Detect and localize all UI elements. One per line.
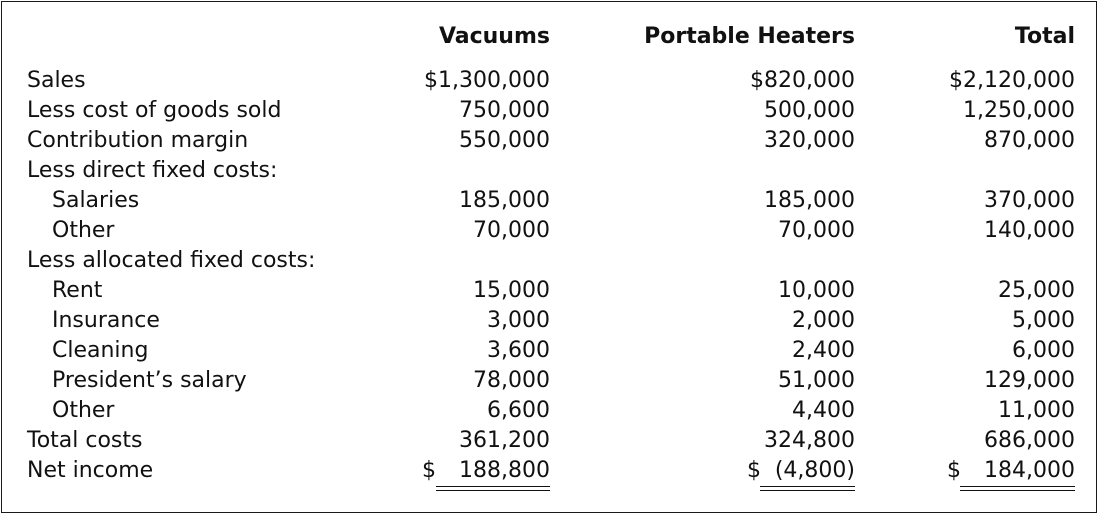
header-vacuums: Vacuums [438, 24, 550, 49]
rent-heaters: 10,000 [778, 278, 855, 303]
cleaning-total: 6,000 [1012, 338, 1075, 363]
row-label-net-income: Net income [27, 458, 154, 483]
cm-heaters: 320,000 [764, 128, 855, 153]
rent-vacuums: 15,000 [473, 278, 550, 303]
other-allocated-total: 11,000 [998, 398, 1075, 423]
row-label-cleaning: Cleaning [52, 338, 149, 363]
cogs-vacuums: 750,000 [459, 98, 550, 123]
row-label-contribution-margin: Contribution margin [27, 128, 249, 153]
row-label-sales: Sales [27, 68, 86, 93]
net-income-currency-vacuums: $ [422, 458, 436, 483]
presidents-salary-vacuums: 78,000 [473, 368, 550, 393]
other-allocated-vacuums: 6,600 [487, 398, 550, 423]
other-direct-vacuums: 70,000 [473, 218, 550, 243]
total-costs-total: 686,000 [984, 428, 1075, 453]
salaries-vacuums: 185,000 [459, 188, 550, 213]
sales-heaters: $820,000 [750, 68, 855, 93]
insurance-vacuums: 3,000 [487, 308, 550, 333]
row-label-salaries: Salaries [52, 188, 140, 213]
row-label-presidents-salary: President’s salary [52, 368, 247, 393]
sales-total: $2,120,000 [949, 68, 1075, 93]
row-label-allocated-fixed-costs: Less allocated fixed costs: [27, 248, 316, 273]
row-label-other-allocated: Other [52, 398, 115, 423]
cleaning-heaters: 2,400 [792, 338, 855, 363]
net-income-currency-total: $ [947, 458, 961, 483]
double-underline-heaters [760, 486, 855, 491]
salaries-heaters: 185,000 [764, 188, 855, 213]
row-label-total-costs: Total costs [27, 428, 143, 453]
net-income-vacuums: 188,800 [459, 458, 550, 483]
insurance-total: 5,000 [1012, 308, 1075, 333]
row-label-insurance: Insurance [52, 308, 160, 333]
row-label-direct-fixed-costs: Less direct fixed costs: [27, 158, 278, 183]
row-label-other-direct: Other [52, 218, 115, 243]
cm-total: 870,000 [984, 128, 1075, 153]
net-income-heaters: (4,800) [774, 458, 855, 483]
cogs-total: 1,250,000 [963, 98, 1075, 123]
row-label-rent: Rent [52, 278, 103, 303]
double-underline-total [960, 486, 1075, 491]
sales-vacuums: $1,300,000 [424, 68, 550, 93]
presidents-salary-heaters: 51,000 [778, 368, 855, 393]
other-direct-total: 140,000 [984, 218, 1075, 243]
salaries-total: 370,000 [984, 188, 1075, 213]
other-allocated-heaters: 4,400 [792, 398, 855, 423]
header-total: Total [1014, 24, 1075, 49]
cm-vacuums: 550,000 [459, 128, 550, 153]
other-direct-heaters: 70,000 [778, 218, 855, 243]
net-income-currency-heaters: $ [747, 458, 761, 483]
header-portable-heaters: Portable Heaters [644, 24, 855, 49]
insurance-heaters: 2,000 [792, 308, 855, 333]
row-label-cogs: Less cost of goods sold [27, 98, 282, 123]
presidents-salary-total: 129,000 [984, 368, 1075, 393]
cleaning-vacuums: 3,600 [487, 338, 550, 363]
rent-total: 25,000 [998, 278, 1075, 303]
cogs-heaters: 500,000 [764, 98, 855, 123]
total-costs-vacuums: 361,200 [459, 428, 550, 453]
net-income-total: 184,000 [984, 458, 1075, 483]
total-costs-heaters: 324,800 [764, 428, 855, 453]
double-underline-vacuums [436, 486, 550, 491]
